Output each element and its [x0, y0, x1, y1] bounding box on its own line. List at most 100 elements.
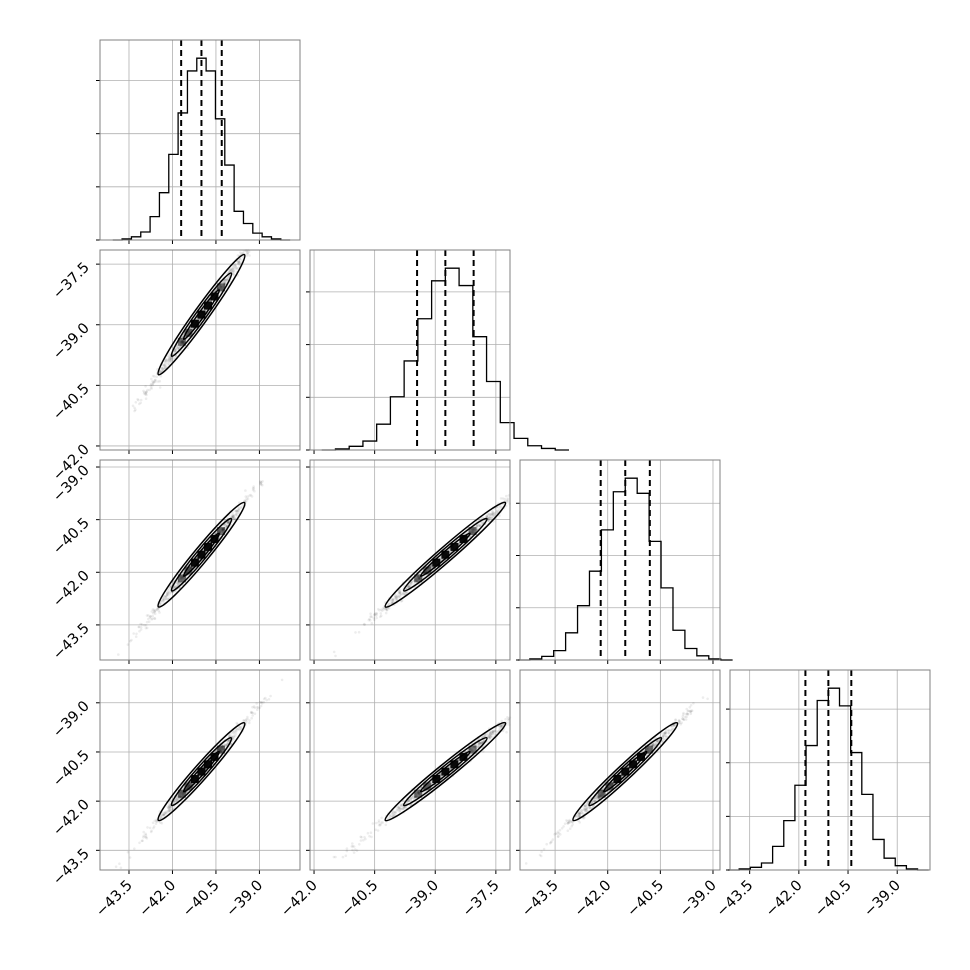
sample-point — [372, 618, 376, 622]
sample-point — [410, 795, 414, 799]
sample-point — [243, 499, 246, 502]
sample-point — [399, 590, 402, 593]
sample-point — [144, 393, 147, 396]
sample-point — [231, 515, 234, 519]
x-tick-label: −37.5 — [460, 878, 503, 921]
sample-point — [241, 503, 245, 506]
sample-point — [175, 344, 179, 348]
sample-point — [225, 277, 229, 280]
sample-point — [226, 278, 230, 281]
sample-point — [169, 359, 173, 363]
sample-point — [155, 608, 159, 612]
x-tick-label: −39.0 — [224, 878, 267, 921]
sample-point — [151, 383, 154, 387]
sample-point — [248, 719, 251, 722]
density-cell — [197, 767, 206, 776]
sample-point — [234, 513, 238, 517]
x-tick-label: −42.0 — [763, 878, 806, 921]
sample-point — [133, 406, 136, 410]
sample-point — [225, 524, 228, 527]
sample-point — [259, 482, 262, 486]
density-cell — [613, 775, 622, 783]
x-tick-label: −40.5 — [180, 878, 223, 921]
sample-point — [688, 709, 692, 713]
sample-point — [344, 854, 348, 857]
sample-point — [163, 360, 167, 364]
sample-point — [130, 638, 133, 642]
y-tick-label: −43.5 — [50, 620, 93, 663]
y-tick-label: −40.5 — [50, 747, 93, 790]
sample-point — [132, 632, 135, 635]
sample-point — [368, 834, 371, 838]
sample-point — [369, 619, 372, 622]
sample-point — [166, 354, 170, 358]
sample-point — [334, 855, 337, 859]
sample-point — [141, 839, 144, 842]
sample-point — [501, 497, 505, 500]
sample-point — [160, 369, 163, 372]
sample-point — [168, 592, 172, 596]
density-cell — [204, 760, 212, 769]
sample-point — [362, 622, 366, 626]
sample-point — [380, 614, 383, 618]
sample-point — [557, 831, 561, 835]
sample-point — [175, 581, 178, 584]
sample-point — [161, 367, 165, 371]
sample-point — [681, 715, 685, 718]
sample-point — [147, 614, 150, 617]
density-cell — [217, 745, 225, 754]
sample-point — [553, 833, 556, 836]
sample-point — [575, 814, 578, 818]
density-cell — [190, 775, 199, 783]
density-cell — [184, 566, 193, 575]
sample-point — [226, 521, 230, 524]
panel-frame — [519, 459, 721, 661]
x-tick-label: −42.0 — [137, 878, 180, 921]
sample-point — [235, 514, 239, 517]
sample-point — [133, 847, 136, 850]
sample-point — [161, 597, 165, 600]
sample-point — [232, 735, 235, 739]
sample-point — [408, 584, 412, 587]
sample-point — [379, 612, 383, 615]
sample-point — [246, 497, 250, 501]
sample-point — [165, 593, 169, 597]
sample-point — [145, 626, 149, 630]
density-cell — [423, 566, 432, 575]
density-cell — [414, 574, 423, 583]
sample-point — [140, 623, 144, 626]
scatter-panel-2-0: −43.5−42.0−40.5−39.0 — [50, 459, 301, 664]
sample-point — [176, 347, 180, 350]
sample-point — [238, 507, 241, 511]
sample-point — [222, 281, 226, 284]
sample-point — [150, 387, 153, 390]
scatter-panel-1-0: −42.0−40.5−39.0−37.5 — [50, 248, 301, 484]
sample-point — [151, 611, 155, 615]
panel-frame — [309, 669, 511, 871]
sample-point — [409, 582, 413, 585]
density-cell — [621, 767, 630, 776]
sample-point — [151, 374, 155, 378]
sample-point — [164, 597, 168, 601]
sample-point — [173, 585, 176, 588]
sample-point — [392, 814, 396, 817]
density-cell — [184, 328, 193, 337]
sample-point — [164, 595, 167, 599]
sample-point — [491, 735, 494, 739]
sample-point — [158, 603, 162, 606]
sample-point — [261, 480, 264, 483]
sample-point — [137, 398, 140, 402]
sample-point — [161, 598, 165, 602]
x-tick-label: −39.0 — [861, 878, 904, 921]
sample-point — [692, 702, 695, 705]
sample-point — [241, 255, 244, 259]
sample-point — [371, 822, 375, 825]
sample-point — [173, 586, 176, 589]
scatter-panel-3-1: −42.0 −40.5 −39.0 −37.5 — [278, 669, 512, 921]
density-cell — [644, 745, 653, 754]
sample-point — [252, 485, 255, 488]
sample-point — [231, 267, 234, 271]
sample-point — [663, 731, 667, 734]
sample-point — [154, 608, 158, 612]
sample-point — [173, 349, 177, 352]
